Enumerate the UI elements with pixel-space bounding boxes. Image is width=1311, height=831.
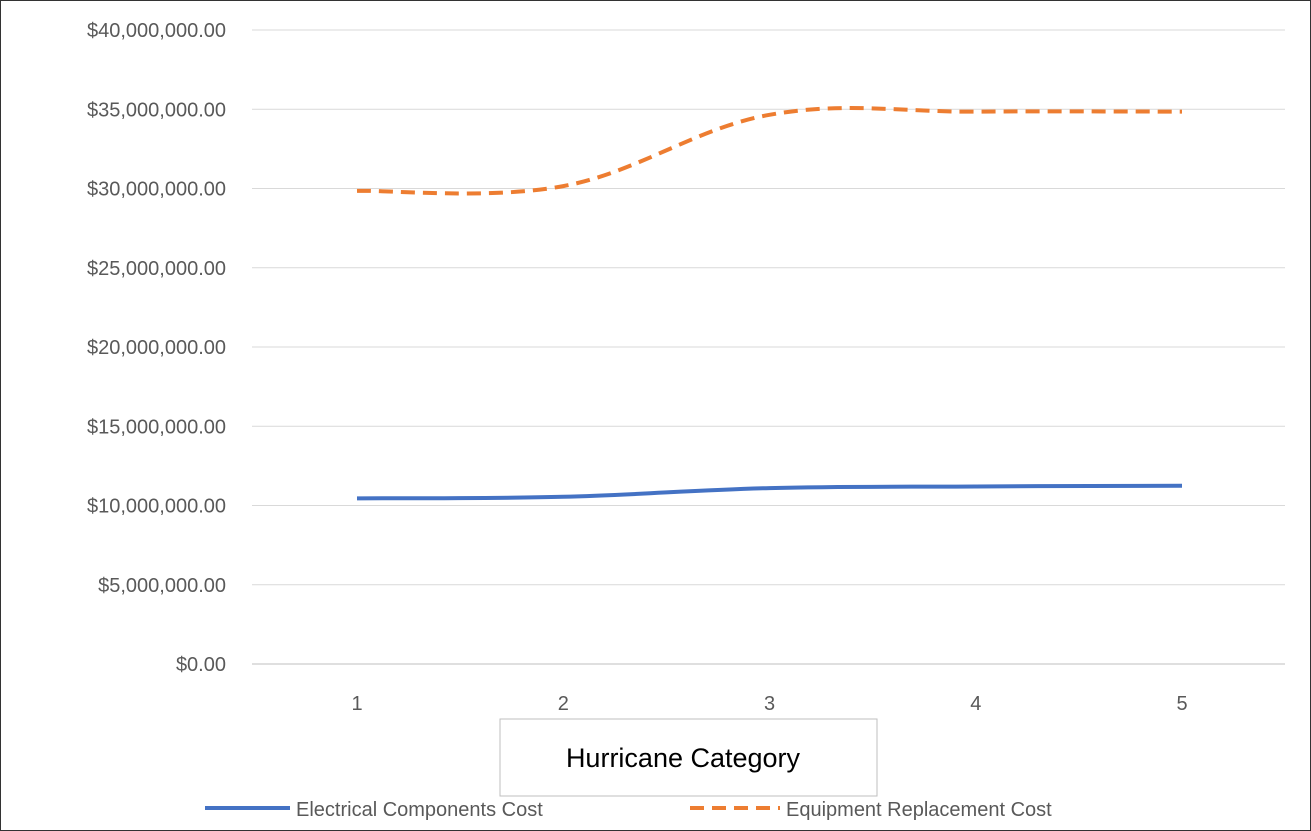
series-line-equipment-replacement-cost <box>356 106 1183 196</box>
y-tick-label: $20,000,000.00 <box>87 337 226 359</box>
x-tick-label: 5 <box>1176 693 1187 715</box>
legend-label-equipment: Equipment Replacement Cost <box>786 799 1052 821</box>
series-lines <box>356 106 1183 501</box>
legend-label-electrical: Electrical Components Cost <box>296 799 543 821</box>
x-tick-label: 3 <box>764 693 775 715</box>
y-tick-label: $15,000,000.00 <box>87 416 226 438</box>
y-tick-label: $10,000,000.00 <box>87 496 226 518</box>
y-tick-label: $40,000,000.00 <box>87 20 226 42</box>
y-tick-label: $5,000,000.00 <box>98 575 226 597</box>
x-tick-label: 4 <box>970 693 981 715</box>
x-tick-label: 1 <box>351 693 362 715</box>
x-axis-title: Hurricane Category <box>499 718 878 797</box>
y-axis-tick-labels: $0.00 $5,000,000.00 $10,000,000.00 $15,000,… <box>87 20 226 676</box>
x-axis-title-box <box>499 718 878 797</box>
x-axis-tick-labels: 1 2 3 4 5 <box>351 693 1187 715</box>
series-line-electrical-components-cost <box>356 483 1183 501</box>
x-tick-label: 2 <box>558 693 569 715</box>
y-tick-label: $0.00 <box>176 654 226 676</box>
y-tick-label: $25,000,000.00 <box>87 258 226 280</box>
x-axis-title-text: Hurricane Category <box>566 743 801 773</box>
legend: Electrical Components Cost Equipment Rep… <box>205 799 1052 821</box>
y-tick-label: $35,000,000.00 <box>87 99 226 121</box>
y-tick-label: $30,000,000.00 <box>87 179 226 201</box>
gridlines <box>252 29 1285 665</box>
